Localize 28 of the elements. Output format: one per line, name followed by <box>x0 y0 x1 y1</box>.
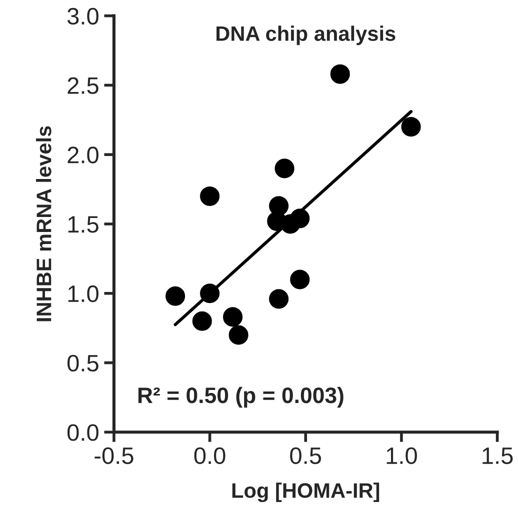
x-tick-label: 0.0 <box>194 447 226 464</box>
y-tick-label: 1.5 <box>68 216 98 233</box>
point <box>401 117 421 137</box>
point <box>166 286 186 306</box>
point <box>290 270 310 290</box>
y-tick-label: 1.0 <box>68 285 98 302</box>
y-axis-title: INHBE mRNA levels <box>36 126 52 322</box>
y-tick-label: 0.5 <box>67 354 98 372</box>
x-tick-label: 1.5 <box>482 448 513 464</box>
point <box>192 311 212 331</box>
point <box>290 208 310 228</box>
x-tick-label: 0.5 <box>290 447 322 464</box>
point <box>228 325 248 345</box>
x-axis-title: Log [HOMA-IR] <box>232 482 380 502</box>
point <box>330 64 350 84</box>
annotation: R² = 0.50 (p = 0.003) <box>138 386 344 408</box>
chart-title: DNA chip analysis <box>216 26 396 46</box>
y-tick-label: 2.0 <box>68 146 98 164</box>
x-tick-label: -0.5 <box>94 447 134 464</box>
y-tick-label: 0.0 <box>67 424 98 441</box>
y-tick-label: 3.0 <box>67 8 98 25</box>
point <box>200 186 220 206</box>
point <box>269 289 289 309</box>
point <box>274 158 294 178</box>
point <box>223 307 243 327</box>
y-tick-label: 2.5 <box>68 77 98 94</box>
point <box>200 284 220 304</box>
x-tick-label: 1.0 <box>386 447 417 464</box>
